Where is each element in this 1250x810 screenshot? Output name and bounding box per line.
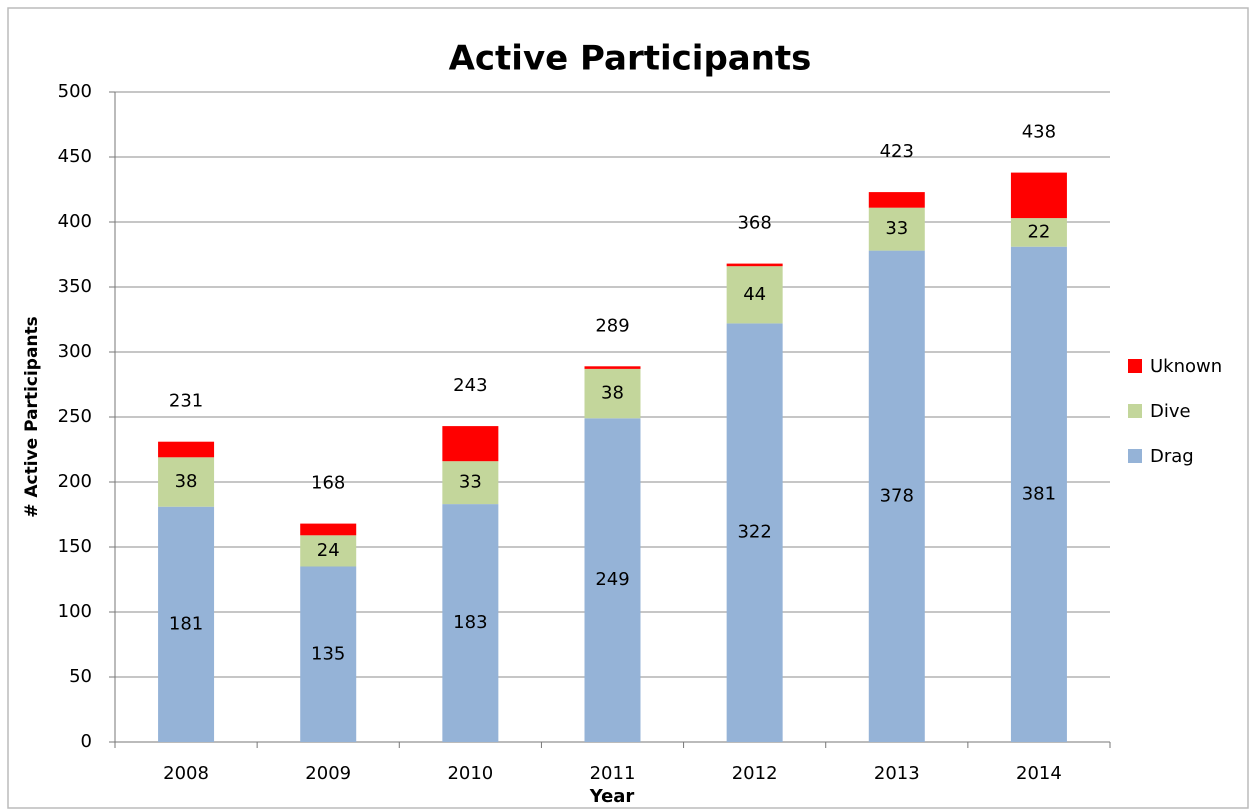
data-label: 38 — [601, 383, 624, 404]
x-tick-label: 2010 — [447, 763, 493, 784]
bar-segment — [726, 323, 783, 742]
bar-segment — [868, 207, 925, 251]
chart-title: Active Participants — [449, 39, 812, 79]
bar-segment — [158, 457, 215, 507]
bar-segment — [584, 368, 641, 419]
bar-segment — [158, 441, 215, 458]
data-label: 33 — [885, 218, 908, 239]
total-label: 243 — [453, 375, 487, 396]
y-tick-label: 150 — [58, 536, 92, 557]
total-label: 423 — [880, 141, 914, 162]
bar-segment — [726, 266, 783, 324]
y-tick-label: 200 — [58, 471, 92, 492]
y-axis-label: # Active Participants — [22, 316, 42, 518]
total-label: 168 — [311, 473, 345, 494]
data-label: 22 — [1027, 221, 1050, 242]
x-tick-label: 2014 — [1016, 763, 1062, 784]
data-label: 33 — [459, 472, 482, 493]
total-label: 368 — [737, 213, 771, 234]
y-tick-label: 300 — [58, 341, 92, 362]
bar-segment — [584, 366, 641, 369]
data-label: 322 — [737, 522, 771, 543]
bar-segment — [1010, 218, 1067, 247]
y-tick-label: 100 — [58, 601, 92, 622]
y-tick-label: 400 — [58, 211, 92, 232]
bar-segment — [300, 523, 357, 536]
x-axis-label: Year — [589, 786, 635, 807]
bar-segment — [726, 263, 783, 267]
data-label: 135 — [311, 643, 345, 664]
legend-label: Drag — [1150, 446, 1194, 467]
y-tick-label: 450 — [58, 146, 92, 167]
bar-segment — [442, 426, 499, 462]
y-tick-label: 500 — [58, 81, 92, 102]
x-tick-label: 2012 — [732, 763, 778, 784]
x-tick-label: 2009 — [305, 763, 351, 784]
legend-swatch — [1128, 359, 1142, 373]
total-label: 289 — [595, 315, 629, 336]
y-tick-label: 250 — [58, 406, 92, 427]
bar-segment — [300, 535, 357, 567]
data-label: 181 — [169, 613, 203, 634]
legend-label: Dive — [1150, 401, 1191, 422]
data-label: 24 — [317, 540, 340, 561]
bar-segment — [442, 461, 499, 505]
x-tick-label: 2013 — [874, 763, 920, 784]
x-tick-label: 2008 — [163, 763, 209, 784]
bar-segment — [1010, 246, 1067, 742]
data-label: 44 — [743, 284, 766, 305]
data-label: 249 — [595, 569, 629, 590]
x-tick-label: 2011 — [590, 763, 636, 784]
legend-swatch — [1128, 449, 1142, 463]
total-label: 438 — [1022, 122, 1056, 143]
bar-segment — [584, 418, 641, 742]
bar-segment — [300, 566, 357, 742]
data-label: 378 — [880, 485, 914, 506]
bar-segment — [868, 250, 925, 742]
y-tick-label: 350 — [58, 276, 92, 297]
total-label: 231 — [169, 391, 203, 412]
bar-segment — [1010, 172, 1067, 219]
y-tick-label: 50 — [69, 666, 92, 687]
data-label: 381 — [1022, 483, 1056, 504]
bar-segment — [158, 506, 215, 742]
bar-segment — [442, 504, 499, 742]
y-tick-label: 0 — [81, 731, 92, 752]
data-label: 38 — [175, 471, 198, 492]
legend-label: Uknown — [1150, 356, 1222, 377]
bar-segment — [868, 192, 925, 208]
data-label: 183 — [453, 612, 487, 633]
legend-swatch — [1128, 404, 1142, 418]
